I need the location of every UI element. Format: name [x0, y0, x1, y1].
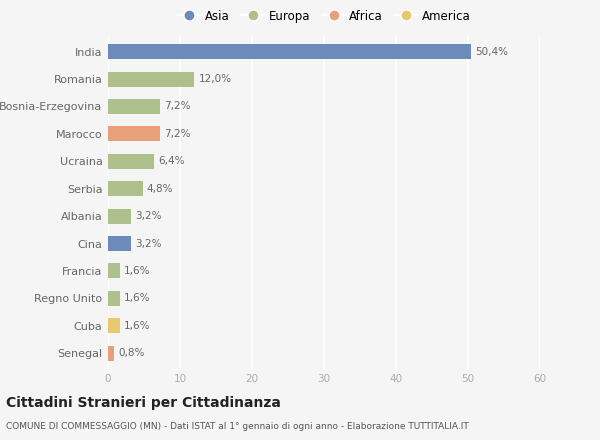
Bar — [108, 209, 131, 224]
Text: 1,6%: 1,6% — [124, 266, 151, 276]
Bar — [108, 236, 131, 251]
Text: 7,2%: 7,2% — [164, 102, 191, 111]
Bar — [108, 154, 154, 169]
Bar — [108, 99, 160, 114]
Bar — [108, 72, 194, 87]
Legend: Asia, Europa, Africa, America: Asia, Europa, Africa, America — [178, 10, 470, 22]
Bar — [108, 264, 119, 279]
Bar — [108, 126, 160, 141]
Text: 6,4%: 6,4% — [158, 156, 185, 166]
Bar — [108, 44, 471, 59]
Text: 7,2%: 7,2% — [164, 129, 191, 139]
Text: 0,8%: 0,8% — [118, 348, 145, 358]
Text: 1,6%: 1,6% — [124, 321, 151, 331]
Bar — [108, 318, 119, 333]
Bar — [108, 181, 143, 196]
Text: COMUNE DI COMMESSAGGIO (MN) - Dati ISTAT al 1° gennaio di ogni anno - Elaborazio: COMUNE DI COMMESSAGGIO (MN) - Dati ISTAT… — [6, 422, 469, 431]
Text: 4,8%: 4,8% — [147, 183, 173, 194]
Text: 3,2%: 3,2% — [136, 211, 162, 221]
Text: 3,2%: 3,2% — [136, 238, 162, 249]
Text: 12,0%: 12,0% — [199, 74, 232, 84]
Bar — [108, 291, 119, 306]
Bar — [108, 345, 114, 361]
Text: Cittadini Stranieri per Cittadinanza: Cittadini Stranieri per Cittadinanza — [6, 396, 281, 410]
Text: 1,6%: 1,6% — [124, 293, 151, 303]
Text: 50,4%: 50,4% — [475, 47, 508, 57]
